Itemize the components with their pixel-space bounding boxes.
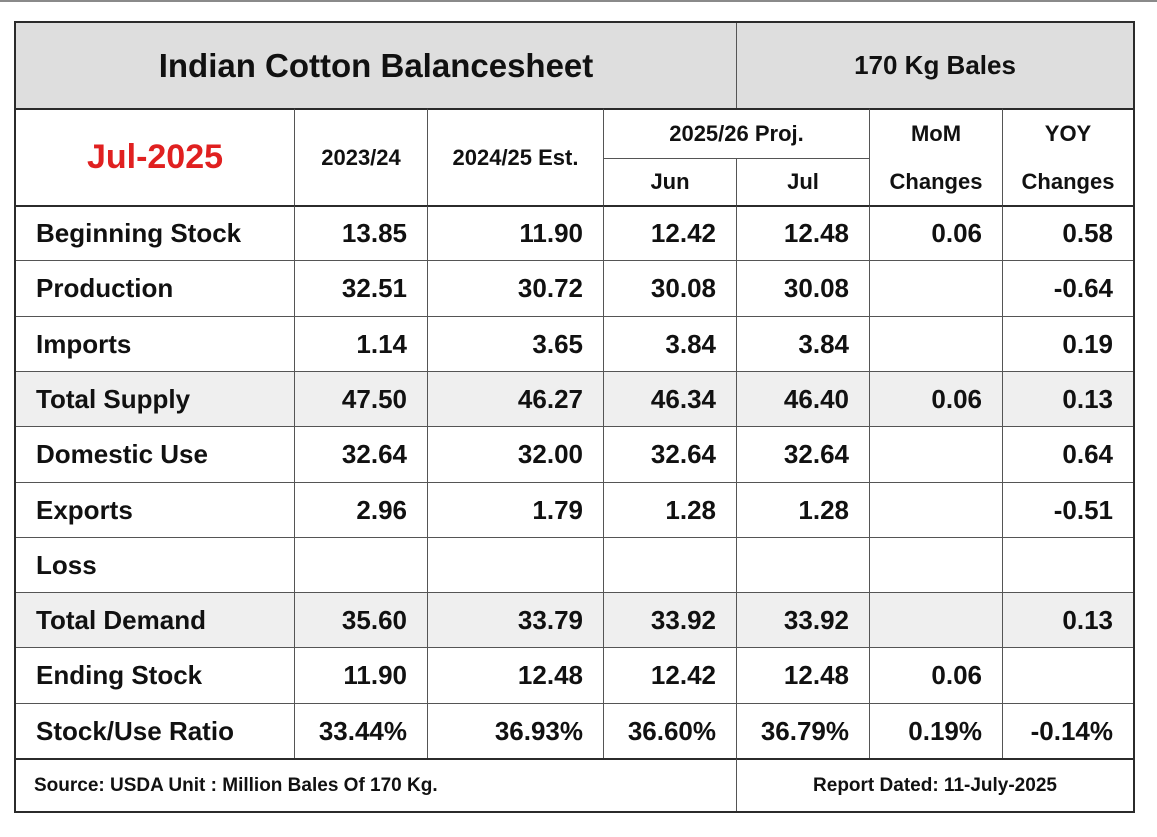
value-jul: 30.08 <box>736 260 869 316</box>
row-label: Exports <box>16 482 294 537</box>
row-label: Stock/Use Ratio <box>16 703 294 758</box>
value-2024-25 <box>427 537 603 592</box>
value-2023-24: 35.60 <box>294 592 427 647</box>
row-label: Total Supply <box>16 371 294 426</box>
value-mom: 0.06 <box>869 647 1002 703</box>
value-jun: 33.92 <box>603 592 736 647</box>
value-jun <box>603 537 736 592</box>
report-month: Jul-2025 <box>16 108 294 205</box>
header-mom-bottom: Changes <box>869 158 1002 205</box>
unit-label: 170 Kg Bales <box>736 23 1133 108</box>
value-jul <box>736 537 869 592</box>
balancesheet-table: Indian Cotton Balancesheet 170 Kg Bales … <box>14 21 1135 813</box>
value-jul: 36.79% <box>736 703 869 758</box>
value-jul: 3.84 <box>736 316 869 371</box>
header-mom-top: MoM <box>869 108 1002 158</box>
value-yoy: 0.19 <box>1002 316 1133 371</box>
header-2024-25: 2024/25 Est. <box>427 108 603 205</box>
value-jun: 3.84 <box>603 316 736 371</box>
value-jul: 32.64 <box>736 426 869 482</box>
value-yoy: 0.13 <box>1002 592 1133 647</box>
row-label: Total Demand <box>16 592 294 647</box>
value-2024-25: 36.93% <box>427 703 603 758</box>
table-title: Indian Cotton Balancesheet <box>16 23 736 108</box>
value-jun: 32.64 <box>603 426 736 482</box>
value-yoy: 0.64 <box>1002 426 1133 482</box>
value-2023-24: 11.90 <box>294 647 427 703</box>
value-2024-25: 32.00 <box>427 426 603 482</box>
value-jul: 12.48 <box>736 205 869 260</box>
value-yoy: 0.13 <box>1002 371 1133 426</box>
value-mom: 0.06 <box>869 371 1002 426</box>
value-2024-25: 33.79 <box>427 592 603 647</box>
footer-report-date: Report Dated: 11-July-2025 <box>736 758 1133 811</box>
value-2024-25: 3.65 <box>427 316 603 371</box>
value-2023-24: 47.50 <box>294 371 427 426</box>
value-2024-25: 46.27 <box>427 371 603 426</box>
row-label: Ending Stock <box>16 647 294 703</box>
value-2023-24: 13.85 <box>294 205 427 260</box>
value-mom <box>869 537 1002 592</box>
value-jul: 1.28 <box>736 482 869 537</box>
value-mom <box>869 426 1002 482</box>
value-yoy: -0.51 <box>1002 482 1133 537</box>
header-jul: Jul <box>736 158 869 205</box>
value-jun: 36.60% <box>603 703 736 758</box>
value-2023-24: 32.64 <box>294 426 427 482</box>
value-jun: 30.08 <box>603 260 736 316</box>
value-2023-24 <box>294 537 427 592</box>
value-jun: 12.42 <box>603 205 736 260</box>
value-yoy <box>1002 537 1133 592</box>
value-2024-25: 12.48 <box>427 647 603 703</box>
value-2024-25: 30.72 <box>427 260 603 316</box>
footer-source: Source: USDA Unit : Million Bales Of 170… <box>16 758 736 811</box>
row-label: Production <box>16 260 294 316</box>
row-label: Beginning Stock <box>16 205 294 260</box>
value-jun: 46.34 <box>603 371 736 426</box>
value-2024-25: 1.79 <box>427 482 603 537</box>
value-2024-25: 11.90 <box>427 205 603 260</box>
header-jun: Jun <box>603 158 736 205</box>
top-divider <box>0 0 1157 2</box>
value-yoy: -0.64 <box>1002 260 1133 316</box>
value-jul: 33.92 <box>736 592 869 647</box>
value-2023-24: 33.44% <box>294 703 427 758</box>
value-jul: 46.40 <box>736 371 869 426</box>
value-mom <box>869 592 1002 647</box>
header-2025-26-proj: 2025/26 Proj. <box>603 108 869 158</box>
row-label: Imports <box>16 316 294 371</box>
value-2023-24: 1.14 <box>294 316 427 371</box>
value-jun: 1.28 <box>603 482 736 537</box>
row-label: Domestic Use <box>16 426 294 482</box>
value-yoy: 0.58 <box>1002 205 1133 260</box>
value-yoy: -0.14% <box>1002 703 1133 758</box>
value-2023-24: 32.51 <box>294 260 427 316</box>
header-yoy-bottom: Changes <box>1002 158 1133 205</box>
header-yoy-top: YOY <box>1002 108 1133 158</box>
value-jul: 12.48 <box>736 647 869 703</box>
value-mom: 0.06 <box>869 205 1002 260</box>
value-jun: 12.42 <box>603 647 736 703</box>
value-mom: 0.19% <box>869 703 1002 758</box>
value-2023-24: 2.96 <box>294 482 427 537</box>
value-mom <box>869 260 1002 316</box>
value-yoy <box>1002 647 1133 703</box>
value-mom <box>869 482 1002 537</box>
row-label: Loss <box>16 537 294 592</box>
header-2023-24: 2023/24 <box>294 108 427 205</box>
value-mom <box>869 316 1002 371</box>
